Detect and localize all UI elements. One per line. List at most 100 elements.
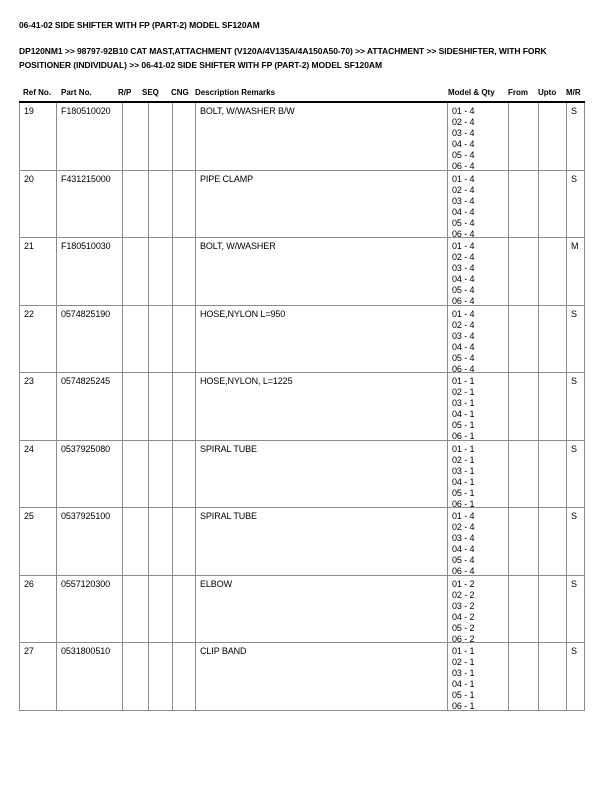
table-column-headers: Ref No. Part No. R/P SEQ CNG Description… <box>0 88 612 101</box>
cell-part-no: 0537925100 <box>57 508 123 575</box>
cell-seq <box>149 305 173 372</box>
cell-description: SPIRAL TUBE <box>196 440 448 507</box>
cell-model-qty: 01 - 2 02 - 2 03 - 2 04 - 2 05 - 2 06 - … <box>448 575 509 642</box>
cell-mr: S <box>567 575 585 642</box>
cell-cng <box>173 170 196 237</box>
cell-seq <box>149 575 173 642</box>
cell-rp <box>123 508 149 575</box>
cell-ref-no: 19 <box>20 103 57 170</box>
cell-model-qty: 01 - 4 02 - 4 03 - 4 04 - 4 05 - 4 06 - … <box>448 238 509 305</box>
cell-model-qty: 01 - 4 02 - 4 03 - 4 04 - 4 05 - 4 06 - … <box>448 508 509 575</box>
cell-cng <box>173 238 196 305</box>
cell-seq <box>149 238 173 305</box>
cell-cng <box>173 575 196 642</box>
cell-upto <box>539 508 567 575</box>
table-row: 24 0537925080 SPIRAL TUBE 01 - 1 02 - 1 … <box>20 440 585 508</box>
cell-from <box>509 373 539 440</box>
cell-mr: S <box>567 103 585 170</box>
table-row: 26 0557120300 ELBOW 01 - 2 02 - 2 03 - 2… <box>20 575 585 643</box>
cell-from <box>509 440 539 507</box>
cell-mr: S <box>567 170 585 237</box>
column-header-from: From <box>508 88 528 97</box>
cell-rp <box>123 170 149 237</box>
cell-part-no: 0557120300 <box>57 575 123 642</box>
cell-description: HOSE,NYLON, L=1225 <box>196 373 448 440</box>
cell-mr: S <box>567 643 585 710</box>
breadcrumb: DP120NM1 >> 98797-92B10 CAT MAST,ATTACHM… <box>19 46 547 70</box>
column-header-part-no: Part No. <box>61 88 92 97</box>
cell-upto <box>539 238 567 305</box>
cell-part-no: 0574825245 <box>57 373 123 440</box>
cell-ref-no: 24 <box>20 440 57 507</box>
table-row: 19 F180510020 BOLT, W/WASHER B/W 01 - 4 … <box>20 103 585 171</box>
cell-ref-no: 26 <box>20 575 57 642</box>
cell-from <box>509 305 539 372</box>
cell-from <box>509 170 539 237</box>
cell-seq <box>149 440 173 507</box>
table-row: 20 F431215000 PIPE CLAMP 01 - 4 02 - 4 0… <box>20 170 585 238</box>
cell-upto <box>539 373 567 440</box>
cell-description: HOSE,NYLON L=950 <box>196 305 448 372</box>
cell-part-no: F180510020 <box>57 103 123 170</box>
table-row: 27 0531800510 CLIP BAND 01 - 1 02 - 1 03… <box>20 643 585 711</box>
cell-part-no: 0531800510 <box>57 643 123 710</box>
cell-model-qty: 01 - 1 02 - 1 03 - 1 04 - 1 05 - 1 06 - … <box>448 373 509 440</box>
column-header-ref-no: Ref No. <box>23 88 51 97</box>
column-header-seq: SEQ <box>142 88 159 97</box>
cell-description: BOLT, W/WASHER <box>196 238 448 305</box>
cell-part-no: 0574825190 <box>57 305 123 372</box>
cell-cng <box>173 103 196 170</box>
cell-cng <box>173 373 196 440</box>
cell-upto <box>539 170 567 237</box>
parts-table: 19 F180510020 BOLT, W/WASHER B/W 01 - 4 … <box>19 103 585 711</box>
cell-cng <box>173 440 196 507</box>
cell-model-qty: 01 - 4 02 - 4 03 - 4 04 - 4 05 - 4 06 - … <box>448 305 509 372</box>
cell-rp <box>123 238 149 305</box>
page-title: 06-41-02 SIDE SHIFTER WITH FP (PART-2) M… <box>19 20 260 30</box>
table-row: 22 0574825190 HOSE,NYLON L=950 01 - 4 02… <box>20 305 585 373</box>
column-header-model-qty: Model & Qty <box>448 88 495 97</box>
cell-ref-no: 25 <box>20 508 57 575</box>
cell-part-no: F431215000 <box>57 170 123 237</box>
cell-ref-no: 22 <box>20 305 57 372</box>
cell-upto <box>539 440 567 507</box>
cell-ref-no: 21 <box>20 238 57 305</box>
column-header-description-remarks: Description Remarks <box>195 88 276 97</box>
cell-description: ELBOW <box>196 575 448 642</box>
table-row: 25 0537925100 SPIRAL TUBE 01 - 4 02 - 4 … <box>20 508 585 576</box>
cell-mr: S <box>567 508 585 575</box>
cell-ref-no: 27 <box>20 643 57 710</box>
cell-description: SPIRAL TUBE <box>196 508 448 575</box>
cell-rp <box>123 103 149 170</box>
cell-model-qty: 01 - 4 02 - 4 03 - 4 04 - 4 05 - 4 06 - … <box>448 103 509 170</box>
cell-seq <box>149 508 173 575</box>
cell-from <box>509 103 539 170</box>
cell-rp <box>123 643 149 710</box>
cell-description: CLIP BAND <box>196 643 448 710</box>
cell-from <box>509 238 539 305</box>
cell-seq <box>149 373 173 440</box>
cell-seq <box>149 643 173 710</box>
cell-seq <box>149 103 173 170</box>
cell-upto <box>539 103 567 170</box>
cell-part-no: 0537925080 <box>57 440 123 507</box>
cell-mr: S <box>567 440 585 507</box>
cell-cng <box>173 305 196 372</box>
cell-ref-no: 20 <box>20 170 57 237</box>
cell-cng <box>173 643 196 710</box>
cell-model-qty: 01 - 1 02 - 1 03 - 1 04 - 1 05 - 1 06 - … <box>448 643 509 710</box>
column-header-rp: R/P <box>118 88 132 97</box>
cell-from <box>509 643 539 710</box>
cell-rp <box>123 305 149 372</box>
cell-mr: M <box>567 238 585 305</box>
column-header-cng: CNG <box>171 88 189 97</box>
cell-ref-no: 23 <box>20 373 57 440</box>
column-header-upto: Upto <box>538 88 557 97</box>
cell-rp <box>123 575 149 642</box>
cell-description: PIPE CLAMP <box>196 170 448 237</box>
cell-model-qty: 01 - 1 02 - 1 03 - 1 04 - 1 05 - 1 06 - … <box>448 440 509 507</box>
cell-upto <box>539 305 567 372</box>
header-divider-rule <box>19 101 585 103</box>
column-header-mr: M/R <box>566 88 581 97</box>
